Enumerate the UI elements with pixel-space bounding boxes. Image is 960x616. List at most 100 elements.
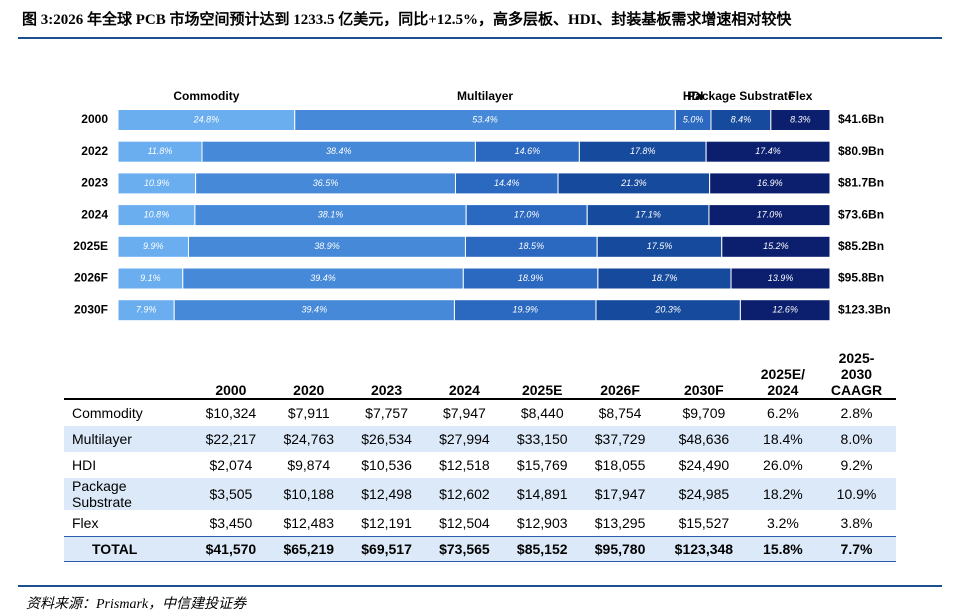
table-cell: $8,440 <box>520 405 564 421</box>
table-cell: 15.8% <box>748 536 818 562</box>
data-label: 5.0% <box>683 114 704 124</box>
table-cell: $24,490 <box>678 457 730 473</box>
legend-label: Package Substrate <box>687 89 795 103</box>
table-cell: $26,534 <box>347 426 426 452</box>
table-cell: $7,757 <box>365 405 408 421</box>
total-label: $80.9Bn <box>838 144 884 158</box>
table-cell: $12,191 <box>361 515 412 531</box>
category-label: 2025E <box>73 239 108 253</box>
table-cell: 8.0% <box>817 426 896 452</box>
data-label: 16.9% <box>757 178 783 188</box>
data-label: 24.8% <box>193 114 220 124</box>
data-label: 17.5% <box>647 241 673 251</box>
table-cell <box>64 342 192 400</box>
table-cell: $7,911 <box>287 405 330 421</box>
data-label: 18.7% <box>652 273 678 283</box>
legend-label: Multilayer <box>457 89 513 103</box>
table-row: TOTAL $41,570 $65,219 $69,517 $73,565 $85,152… <box>64 536 896 562</box>
table-cell: $123,348 <box>658 536 749 562</box>
table-row: 2000 2020 2023 2024 2025E 2026F 2030F 2025E/ 20… <box>64 342 896 400</box>
data-label: 38.4% <box>326 146 352 156</box>
table-cell: $12,498 <box>347 478 426 510</box>
table-cell: $2,074 <box>209 457 253 473</box>
data-label: 53.4% <box>472 114 498 124</box>
data-label: 9.9% <box>143 241 164 251</box>
table-cell: $17,947 <box>581 478 659 510</box>
table-cell: $3,505 <box>192 478 270 510</box>
bar-segment <box>739 299 831 322</box>
table-cell: $7,947 <box>442 405 486 421</box>
table-cell: 2023 <box>347 342 426 400</box>
table-cell: $15,769 <box>516 457 568 473</box>
table-cell: $9,874 <box>287 457 331 473</box>
table-cell: 6.2% <box>766 405 799 421</box>
table-cell: $3,450 <box>209 515 253 531</box>
data-label: 15.2% <box>763 241 789 251</box>
table-cell: HDI <box>72 457 97 473</box>
data-label: 17.0% <box>514 209 540 219</box>
table-cell: $73,565 <box>425 536 504 562</box>
data-label: 17.0% <box>757 209 783 219</box>
table-cell: $33,150 <box>503 426 582 452</box>
data-label: 39.4% <box>302 305 328 315</box>
total-label: $85.2Bn <box>838 239 884 253</box>
table-cell: $13,295 <box>594 515 646 531</box>
bar-segment <box>730 267 831 290</box>
table-cell: $12,518 <box>439 457 490 473</box>
table-cell: 18.4% <box>748 426 818 452</box>
data-table: 2000 2020 2023 2024 2025E 2026F 2030F 2025E/ 20… <box>64 342 896 562</box>
table-cell: $24,763 <box>269 426 348 452</box>
table-cell: 9.2% <box>840 457 873 473</box>
data-label: 17.1% <box>635 209 661 219</box>
table-cell: $41,570 <box>192 536 270 562</box>
data-label: 17.8% <box>630 146 656 156</box>
table-row: Flex $3,450 $12,483 $12,191 $12,504 $12,903 $1… <box>64 510 896 537</box>
data-label: 17.4% <box>755 146 781 156</box>
data-label: 36.5% <box>313 178 339 188</box>
table-cell: 3.2% <box>766 515 799 531</box>
data-label: 38.9% <box>314 241 340 251</box>
data-label: 38.1% <box>318 209 344 219</box>
table-cell: 2024 <box>425 342 504 400</box>
table-cell: Multilayer <box>64 426 192 452</box>
table-cell: TOTAL <box>64 536 192 562</box>
source: 资料来源：Prismark，中信建投证券 <box>26 597 247 612</box>
table-cell: 26.0% <box>763 457 803 473</box>
table-cell: $95,780 <box>581 536 659 562</box>
table-cell: $10,324 <box>205 405 257 421</box>
data-label: 10.8% <box>144 209 170 219</box>
total-label: $41.6Bn <box>838 112 884 126</box>
bar-segment <box>708 204 831 227</box>
table-row: Commodity $10,324 $7,911 $7,757 $7,947 $8,440… <box>64 399 896 426</box>
data-label: 8.4% <box>731 114 752 124</box>
table-cell: 2.8% <box>840 405 873 421</box>
data-label: 39.4% <box>310 273 336 283</box>
chart: 2000 24.8% 53.4% 5.0% 8.4% 8.3% $41.6Bn 2022 11.… <box>73 89 891 322</box>
table-cell: $18,055 <box>594 457 646 473</box>
table-cell: Commodity <box>72 405 143 421</box>
rule <box>18 585 942 587</box>
table-cell: 2025E/ 2024 <box>748 342 818 400</box>
data-label: 21.3% <box>620 178 647 188</box>
category-label: 2023 <box>81 176 108 190</box>
table-cell: 2000 <box>192 342 270 400</box>
rule <box>18 37 942 39</box>
legend-label: Commodity <box>173 89 239 103</box>
table-cell: 2025- 2030 CAAGR <box>817 342 896 400</box>
bar-segment <box>770 109 831 131</box>
table-cell: $12,903 <box>516 515 568 531</box>
table-cell: Package Substrate <box>64 478 192 510</box>
table-row: Package Substrate $3,505 $10,188 $12,498 $12… <box>64 478 896 510</box>
table-cell: $48,636 <box>658 426 749 452</box>
table-cell: $8,754 <box>598 405 642 421</box>
table-cell: $24,985 <box>658 478 749 510</box>
table-cell: Flex <box>72 515 99 531</box>
data-label: 18.5% <box>519 241 545 251</box>
data-label: 11.8% <box>148 146 173 156</box>
table-cell: $12,483 <box>283 515 335 531</box>
table-cell: $69,517 <box>347 536 426 562</box>
table-cell: $37,729 <box>581 426 659 452</box>
category-label: 2024 <box>81 207 108 221</box>
table-cell: 2025E <box>503 342 582 400</box>
data-label: 7.9% <box>136 305 157 315</box>
